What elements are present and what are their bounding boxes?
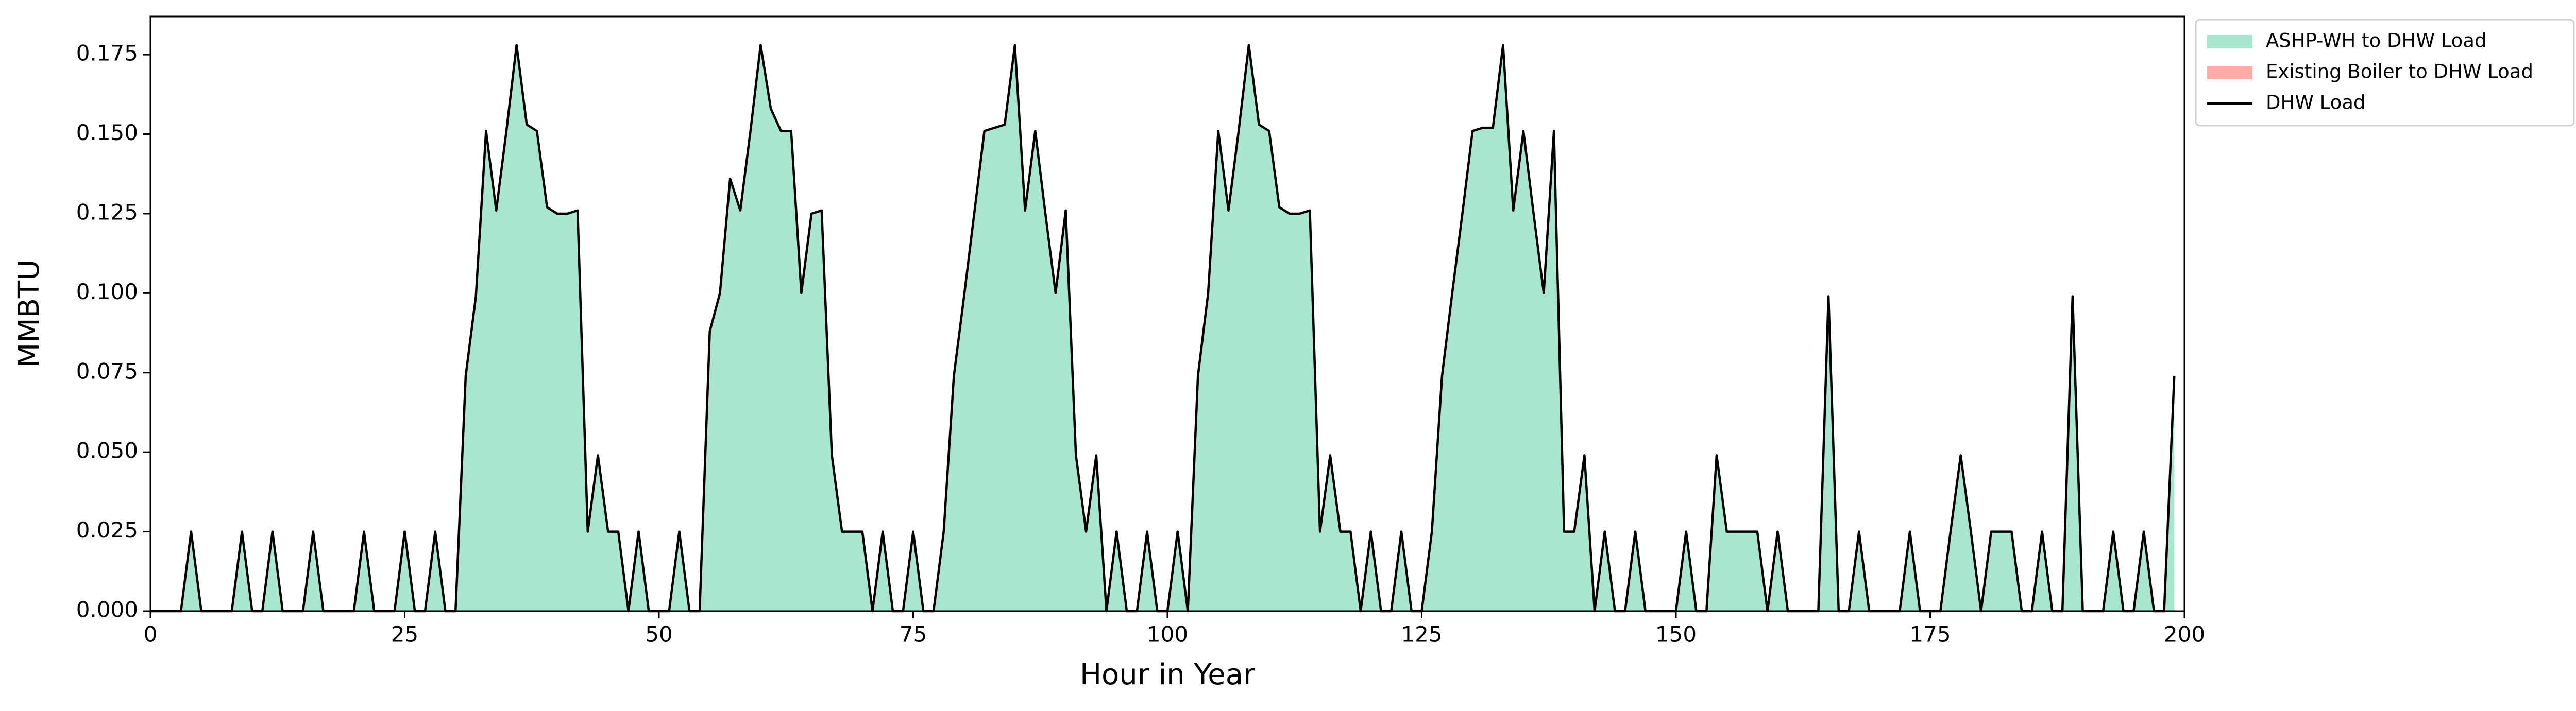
y-axis-label: MMBTU [12,259,46,368]
x-axis-label: Hour in Year [1080,658,1256,691]
y-tick-label: 0.175 [76,41,138,66]
legend: ASHP-WH to DHW Load Existing Boiler to DH… [2195,19,2575,127]
legend-label: ASHP-WH to DHW Load [2266,30,2486,52]
y-tick-label: 0.125 [76,199,138,224]
x-tick-label: 150 [1655,622,1697,647]
area [150,45,2175,611]
x-tick-label: 25 [391,622,418,647]
x-tick-label: 50 [645,622,672,647]
y-tick-label: 0.000 [76,597,138,622]
y-tick-label: 0.150 [76,120,138,145]
y-tick-label: 0.075 [76,358,138,384]
legend-label: DHW Load [2266,92,2365,114]
x-tick-label: 125 [1401,622,1442,647]
area [150,45,2175,611]
plot-frame [149,15,2185,612]
y-tick-label: 0.050 [76,438,138,463]
legend-label: Existing Boiler to DHW Load [2266,61,2533,83]
legend-swatch [2207,66,2252,79]
x-tick-label: 100 [1147,622,1188,647]
line [150,44,2176,613]
y-tick-label: 0.100 [76,279,138,304]
x-tick-label: 200 [2164,622,2205,647]
y-tick-label: 0.025 [76,517,138,543]
x-tick-label: 75 [900,622,927,647]
x-tick-label: 0 [144,622,158,647]
x-tick-label: 175 [1909,622,1951,647]
legend-box [2195,19,2575,127]
legend-swatch [2207,35,2252,48]
